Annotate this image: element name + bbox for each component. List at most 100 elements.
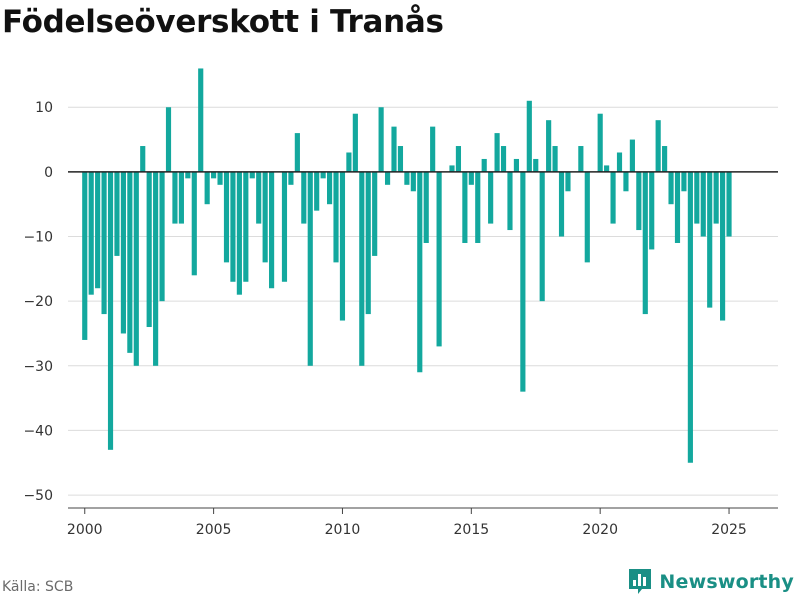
- bar-2002-q3[interactable]: [146, 171, 152, 328]
- bar-2007-q1[interactable]: [262, 171, 268, 263]
- bar-2010-q3[interactable]: [352, 113, 358, 172]
- bar-2021-q3[interactable]: [636, 171, 642, 231]
- bar-2006-q3[interactable]: [249, 171, 255, 179]
- bar-2023-q2[interactable]: [681, 171, 687, 192]
- bar-2016-q3[interactable]: [507, 171, 513, 231]
- bar-2010-q4[interactable]: [359, 171, 365, 366]
- bar-2023-q3[interactable]: [687, 171, 693, 463]
- bar-2009-q4[interactable]: [333, 171, 339, 263]
- bar-2009-q3[interactable]: [327, 171, 333, 205]
- bar-2000-q4[interactable]: [101, 171, 107, 315]
- bar-2012-q1[interactable]: [391, 126, 397, 172]
- bar-2023-q1[interactable]: [674, 171, 681, 243]
- bar-2002-q1[interactable]: [133, 171, 139, 366]
- bar-2007-q4[interactable]: [281, 171, 288, 282]
- bar-2000-q1[interactable]: [82, 171, 88, 340]
- x-tick-label: 2005: [196, 522, 232, 538]
- bar-2003-q4[interactable]: [178, 171, 184, 224]
- bar-2018-q2[interactable]: [552, 146, 558, 172]
- bar-2018-q3[interactable]: [558, 171, 565, 237]
- bar-2008-q4[interactable]: [307, 171, 313, 366]
- bar-2011-q3[interactable]: [378, 107, 384, 172]
- bar-2023-q4[interactable]: [694, 171, 700, 224]
- bar-2022-q4[interactable]: [668, 171, 674, 205]
- bar-2001-q2[interactable]: [114, 171, 120, 256]
- brand-logo[interactable]: Newsworthy: [627, 568, 794, 596]
- bar-2019-q3[interactable]: [584, 171, 590, 263]
- bar-2003-q1[interactable]: [159, 171, 165, 302]
- bar-2021-q1[interactable]: [623, 171, 629, 192]
- bar-2010-q1[interactable]: [339, 171, 346, 321]
- bar-2011-q2[interactable]: [372, 171, 378, 256]
- bar-2012-q2[interactable]: [397, 146, 404, 172]
- bar-2015-q3[interactable]: [481, 158, 487, 172]
- bar-2016-q4[interactable]: [513, 158, 519, 172]
- bar-2001-q1[interactable]: [107, 171, 114, 450]
- bar-2005-q2[interactable]: [217, 171, 223, 185]
- bar-2002-q2[interactable]: [140, 146, 146, 172]
- bar-2003-q2[interactable]: [165, 107, 172, 172]
- bar-2011-q1[interactable]: [365, 171, 371, 315]
- bar-2019-q2[interactable]: [578, 146, 584, 172]
- bar-2014-q3[interactable]: [455, 146, 462, 172]
- bar-2005-q3[interactable]: [223, 171, 230, 263]
- bar-2014-q2[interactable]: [449, 165, 455, 172]
- bar-2017-q3[interactable]: [533, 158, 539, 172]
- bar-2005-q4[interactable]: [230, 171, 236, 282]
- bar-2024-q3[interactable]: [713, 171, 719, 224]
- bar-2025-q1[interactable]: [726, 171, 732, 237]
- bar-2015-q4[interactable]: [488, 171, 494, 224]
- bar-2022-q2[interactable]: [655, 120, 661, 172]
- bar-2001-q4[interactable]: [127, 171, 133, 353]
- bar-2024-q2[interactable]: [707, 171, 713, 308]
- bar-2016-q1[interactable]: [494, 133, 500, 172]
- bar-2012-q3[interactable]: [404, 171, 410, 185]
- bar-2022-q3[interactable]: [662, 146, 668, 172]
- bar-chart-logo-icon: [629, 569, 652, 594]
- bar-2009-q2[interactable]: [320, 171, 326, 179]
- bar-2007-q2[interactable]: [269, 171, 275, 289]
- bar-2000-q3[interactable]: [95, 171, 101, 289]
- bar-2005-q1[interactable]: [211, 171, 217, 179]
- bar-2006-q2[interactable]: [243, 171, 249, 282]
- bar-2018-q1[interactable]: [546, 120, 552, 172]
- bar-2022-q1[interactable]: [649, 171, 655, 250]
- bar-2008-q2[interactable]: [294, 133, 300, 172]
- bar-2020-q4[interactable]: [616, 152, 623, 172]
- bar-2021-q4[interactable]: [642, 171, 648, 315]
- bar-2024-q1[interactable]: [700, 171, 706, 237]
- bar-2017-q2[interactable]: [526, 100, 532, 172]
- bar-2000-q2[interactable]: [88, 171, 94, 295]
- bar-2006-q4[interactable]: [256, 171, 262, 224]
- bar-2009-q1[interactable]: [314, 171, 320, 211]
- bar-2011-q4[interactable]: [384, 171, 391, 185]
- bar-2004-q2[interactable]: [191, 171, 197, 276]
- bar-2001-q3[interactable]: [120, 171, 126, 334]
- bar-2002-q4[interactable]: [153, 171, 159, 366]
- bar-2020-q3[interactable]: [610, 171, 616, 224]
- bar-2014-q4[interactable]: [462, 171, 468, 243]
- bar-2021-q2[interactable]: [629, 139, 635, 172]
- bar-2004-q1[interactable]: [185, 171, 191, 179]
- bar-2013-q3[interactable]: [430, 126, 436, 172]
- bar-2017-q4[interactable]: [539, 171, 545, 302]
- bar-2008-q1[interactable]: [288, 171, 294, 185]
- bar-2012-q4[interactable]: [410, 171, 416, 192]
- bar-2015-q1[interactable]: [468, 171, 474, 185]
- bar-2024-q4[interactable]: [720, 171, 726, 321]
- bar-2003-q3[interactable]: [172, 171, 178, 224]
- bar-2020-q2[interactable]: [604, 165, 610, 172]
- bar-2015-q2[interactable]: [475, 171, 481, 243]
- bar-2010-q2[interactable]: [346, 152, 352, 172]
- bar-2016-q2[interactable]: [500, 146, 507, 172]
- bar-2020-q1[interactable]: [597, 113, 603, 172]
- bar-2013-q4[interactable]: [436, 171, 442, 347]
- bar-2017-q1[interactable]: [520, 171, 526, 392]
- bar-2013-q1[interactable]: [417, 171, 423, 373]
- bar-2013-q2[interactable]: [423, 171, 429, 243]
- bar-2008-q3[interactable]: [301, 171, 307, 224]
- bar-2004-q4[interactable]: [204, 171, 210, 205]
- bar-2006-q1[interactable]: [236, 171, 242, 295]
- bar-2004-q3[interactable]: [198, 68, 204, 172]
- bar-2018-q4[interactable]: [565, 171, 571, 192]
